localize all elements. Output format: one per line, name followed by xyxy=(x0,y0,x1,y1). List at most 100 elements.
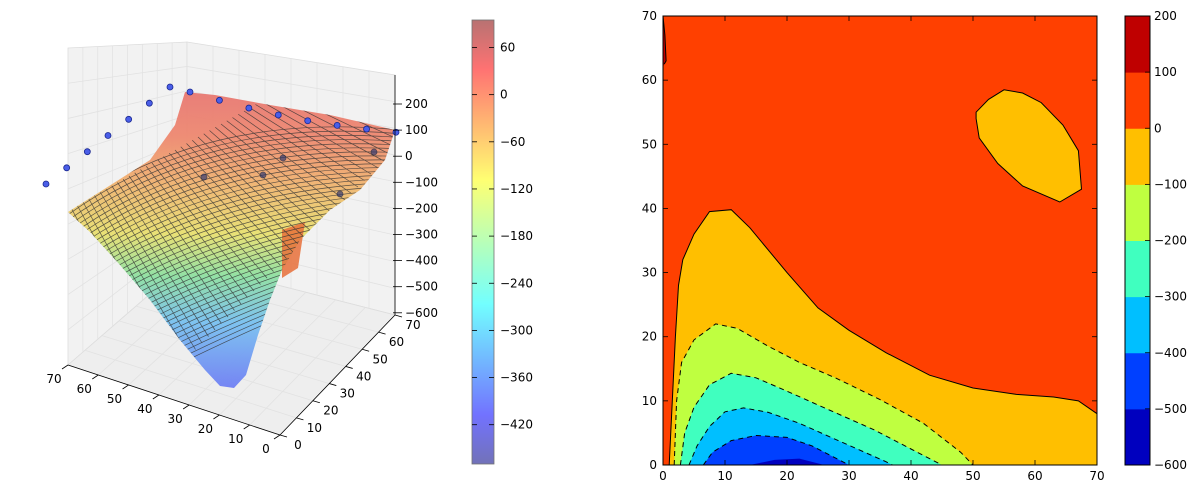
z-tick-label: −300 xyxy=(405,228,438,242)
contour-y-tick-label: 20 xyxy=(642,330,657,344)
colorbar-segment xyxy=(1125,184,1150,241)
z-tick-label: 100 xyxy=(405,123,428,137)
z-tick-label: 0 xyxy=(405,149,413,163)
scatter-point xyxy=(274,111,282,119)
scatter-point xyxy=(63,164,71,172)
contour-y-tick-label: 30 xyxy=(642,266,657,280)
y-tick-label: 70 xyxy=(405,318,420,332)
y-tick-label: 50 xyxy=(373,352,388,366)
scatter-point xyxy=(304,117,312,125)
colorbar-tick-label: −360 xyxy=(500,371,533,385)
colorbar-tick-label: −300 xyxy=(1154,290,1187,304)
contour-colorbar-segments xyxy=(1125,16,1150,466)
colorbar-segment xyxy=(1125,296,1150,354)
surface-plot: 2001000−100−200−300−400−500−600706050403… xyxy=(42,41,438,456)
x-tick-label: 70 xyxy=(46,372,61,386)
colorbar-tick-label: −420 xyxy=(500,418,533,432)
contour-x-tick-label: 0 xyxy=(659,469,667,483)
colorbar-tick-label: −300 xyxy=(500,323,533,337)
axis-edges xyxy=(67,75,396,436)
contour-x-tick-label: 10 xyxy=(717,469,732,483)
contour-line xyxy=(662,15,667,65)
colorbar-tick-label: −100 xyxy=(1154,177,1187,191)
x-tick-label: 60 xyxy=(77,382,92,396)
x-tick-label: 40 xyxy=(137,402,152,416)
scatter-point xyxy=(333,121,341,129)
x-tick-label: 10 xyxy=(228,432,243,446)
contour-fills xyxy=(663,16,1097,465)
colorbar-segment xyxy=(1125,72,1150,129)
contour-line xyxy=(668,209,1098,466)
surface-colorbar-bar xyxy=(471,19,495,465)
contour-y-tick-label: 0 xyxy=(649,458,657,472)
colorbar-tick-label: −240 xyxy=(500,276,533,290)
contour-x-tick-label: 60 xyxy=(1027,469,1042,483)
colorbar-segment xyxy=(1125,16,1150,73)
contour-frame xyxy=(662,15,1098,466)
scatter-point xyxy=(216,96,223,104)
colorbar-tick-label: 0 xyxy=(1154,121,1162,135)
y-tick-label: 60 xyxy=(389,335,404,349)
scatter-point xyxy=(279,154,287,162)
scatter-point xyxy=(42,180,50,188)
contour-y-tick-label: 10 xyxy=(642,394,657,408)
z-tick-label: −100 xyxy=(405,175,438,189)
y-tick-label: 30 xyxy=(340,387,355,401)
y-tick-label: 20 xyxy=(323,404,338,418)
x-tick-label: 30 xyxy=(168,412,183,426)
contour-colorbar-ticks: 200 100 0 −100 −200 −300 −400 −500 −600 xyxy=(1145,9,1187,472)
surface-colorbar-ticks: 60 0 −60 −120 −180 −240 −300 −360 −420 xyxy=(472,41,533,432)
scatter-point xyxy=(336,190,344,198)
contour-x-tick-label: 40 xyxy=(903,469,918,483)
colorbar-tick-label: −60 xyxy=(500,135,525,149)
contour-colorbar: 200 100 0 −100 −200 −300 −400 −500 −600 xyxy=(1124,9,1187,472)
x-tick-label: 50 xyxy=(107,392,122,406)
contour-x-tick-label: 30 xyxy=(841,469,856,483)
contour-x-tick-label: 20 xyxy=(779,469,794,483)
scatter-point xyxy=(245,104,253,112)
colorbar-segment xyxy=(1125,352,1150,410)
colorbar-tick-label: 60 xyxy=(500,41,515,55)
scatter-point xyxy=(166,83,174,91)
scatter-point xyxy=(125,115,133,123)
contour-line xyxy=(702,434,850,466)
colorbar-tick-label: −400 xyxy=(1154,346,1187,360)
colorbar-tick-label: −120 xyxy=(500,182,533,196)
contour-line xyxy=(679,372,943,466)
scatter-point xyxy=(259,171,267,179)
contour-y-tick-label: 60 xyxy=(642,73,657,87)
scatter-point xyxy=(186,88,194,96)
colorbar-tick-label: 100 xyxy=(1154,65,1177,79)
contour-y-tick-label: 40 xyxy=(642,201,657,215)
scatter-point xyxy=(145,99,153,107)
scatter-point xyxy=(104,132,112,139)
y-tick-label: 0 xyxy=(294,438,302,452)
z-tick-label: −500 xyxy=(405,280,438,294)
scatter-point xyxy=(83,148,91,156)
z-tick-label: −400 xyxy=(405,254,438,268)
contour-region-level-neg500-neg400 xyxy=(703,435,849,465)
z-tick-label: −600 xyxy=(405,306,438,320)
surface-colorbar: 60 0 −60 −120 −180 −240 −300 −360 −420 xyxy=(471,19,533,465)
contour-line xyxy=(975,89,1083,203)
scatter-point xyxy=(200,173,208,181)
scatter-point xyxy=(370,148,378,156)
colorbar-tick-label: −600 xyxy=(1154,458,1187,472)
colorbar-segment xyxy=(1125,408,1150,466)
colorbar-tick-label: −200 xyxy=(1154,234,1187,248)
x-tick-label: 20 xyxy=(198,422,213,436)
z-tick-label: −200 xyxy=(405,201,438,215)
colorbar-tick-label: 200 xyxy=(1154,9,1177,23)
contour-x-tick-label: 70 xyxy=(1089,469,1104,483)
colorbar-tick-label: −500 xyxy=(1154,402,1187,416)
x-tick-label: 0 xyxy=(262,442,270,456)
scatter-point xyxy=(392,128,400,136)
contour-region-island-neg100-0 xyxy=(976,89,1082,202)
colorbar-tick-label: −180 xyxy=(500,229,533,243)
scatter-point xyxy=(363,125,370,133)
contour-plot: 0 10 20 30 40 50 60 70 0 10 20 30 40 50 60 70 xyxy=(642,9,1105,483)
axis3d-ticks: 2001000−100−200−300−400−500−600706050403… xyxy=(46,97,438,456)
y-tick-label: 40 xyxy=(356,369,371,383)
contour-y-tick-label: 50 xyxy=(642,137,657,151)
